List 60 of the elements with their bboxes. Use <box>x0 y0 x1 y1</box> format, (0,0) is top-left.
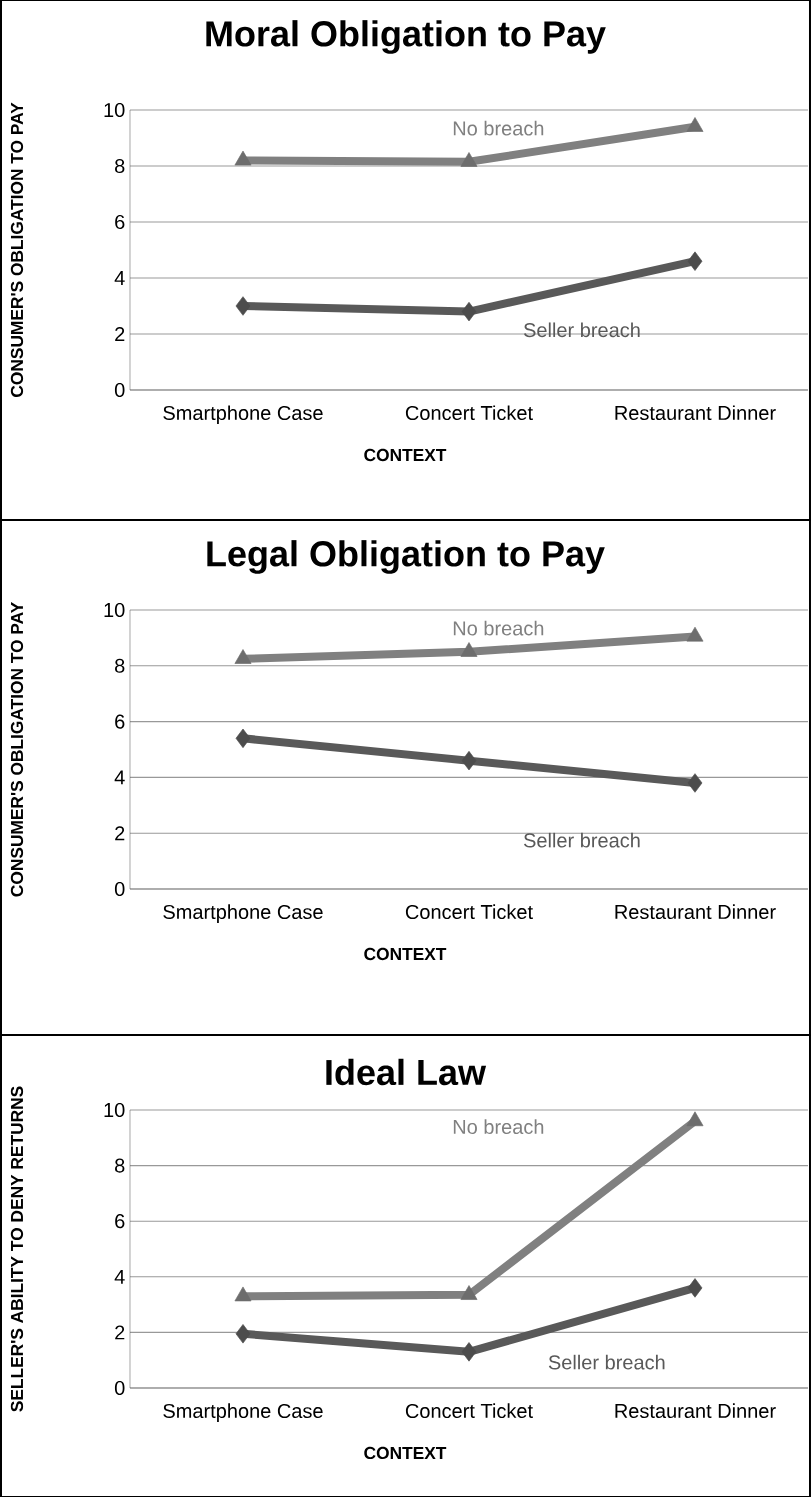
y-tick-label: 0 <box>114 382 125 398</box>
point <box>461 750 477 771</box>
chart-title: Moral Obligation to Pay <box>206 20 606 54</box>
series-label: No breach <box>453 620 544 636</box>
point <box>687 1278 703 1298</box>
point <box>687 773 703 793</box>
y-tick-label: 8 <box>115 158 125 174</box>
point <box>235 728 251 749</box>
point <box>461 1342 477 1362</box>
x-tick-label: Restaurant Dinner <box>615 904 776 920</box>
y-axis-title: CONSUMER'S OBLIGATION TO PAY <box>10 102 24 397</box>
point <box>460 1285 478 1300</box>
x-axis-title: CONTEXT <box>364 1446 447 1460</box>
x-axis-title: CONTEXT <box>364 448 447 462</box>
point <box>460 152 478 167</box>
y-tick-label: 0 <box>114 1380 125 1396</box>
x-tick-label: Concert Ticket <box>405 1403 533 1419</box>
point <box>686 1111 704 1127</box>
chart-title: Legal Obligation to Pay <box>207 540 605 574</box>
x-tick-label: Restaurant Dinner <box>615 405 776 421</box>
y-tick-label: 10 <box>104 1102 125 1118</box>
x-tick-label: Smartphone Case <box>163 904 323 923</box>
y-tick-label: 2 <box>115 1325 125 1340</box>
point <box>461 301 477 322</box>
point <box>687 251 703 271</box>
y-tick-label: 8 <box>115 658 125 673</box>
point <box>235 296 251 316</box>
series-label: Seller breach <box>523 322 640 338</box>
y-tick-label: 4 <box>114 770 125 785</box>
text: Seller breach <box>523 832 640 848</box>
x-tick-label: Smartphone Case <box>163 1403 323 1422</box>
point <box>234 649 252 664</box>
point <box>686 117 704 132</box>
y-tick-label: 10 <box>104 602 125 618</box>
y-tick-label: 8 <box>115 1158 125 1173</box>
series-label: No breach <box>453 120 544 136</box>
y-tick-label: 6 <box>115 714 125 729</box>
point <box>686 626 704 642</box>
point <box>235 1324 251 1344</box>
y-tick-label: 2 <box>115 327 125 341</box>
point <box>460 642 478 657</box>
x-tick-label: Concert Ticket <box>405 405 533 421</box>
y-axis-title: SELLER'S ABILITY TO DENY RETURNS <box>10 1086 24 1412</box>
series-label: Seller breach <box>548 1354 665 1370</box>
x-tick-label: Restaurant Dinner <box>615 1403 776 1419</box>
y-tick-label: 6 <box>115 1214 125 1229</box>
y-tick-label: 2 <box>115 826 125 841</box>
y-axis-title: CONSUMER'S OBLIGATION TO PAY <box>10 602 24 897</box>
y-tick-label: 0 <box>114 881 125 897</box>
point <box>234 150 252 166</box>
chart-title: Ideal Law <box>326 1058 487 1086</box>
x-axis-title: CONTEXT <box>364 947 447 961</box>
y-tick-label: 10 <box>104 102 125 118</box>
text: No breach <box>453 1119 544 1135</box>
y-tick-label: 6 <box>115 214 125 230</box>
y-tick-label: 4 <box>114 271 125 285</box>
point <box>234 1286 252 1302</box>
x-tick-label: Concert Ticket <box>405 904 533 920</box>
y-tick-label: 4 <box>114 1269 125 1284</box>
x-tick-label: Smartphone Case <box>163 405 323 425</box>
